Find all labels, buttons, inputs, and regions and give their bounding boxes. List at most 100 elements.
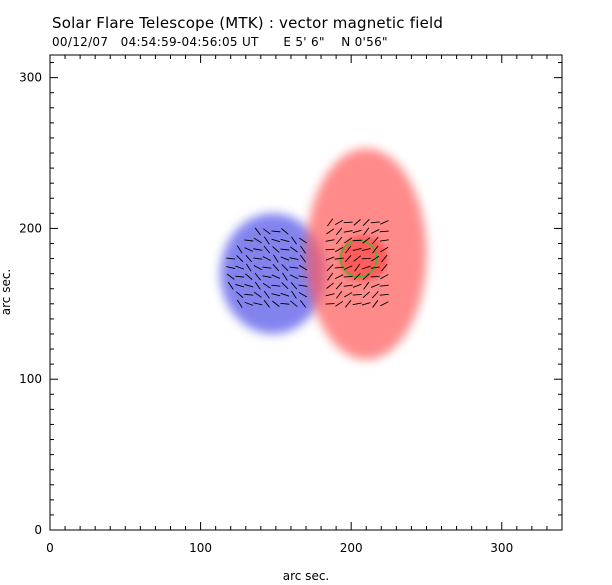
field-vector-104 [352,283,362,288]
field-vector-7 [235,284,245,288]
field-vector-36 [263,236,270,245]
region-negative-1 [220,213,326,334]
field-vector-91 [335,219,344,226]
x-tick-label-100: 100 [189,541,212,555]
field-vector-15 [245,273,253,280]
field-vector-29 [263,299,270,308]
field-vector-99 [344,237,353,244]
field-vector-116 [361,265,371,270]
field-vector-124 [370,283,380,288]
field-vector-106 [354,263,361,272]
field-vector-43 [273,254,279,263]
y-tick-label-200: 200 [19,221,42,235]
x-tick-label-300: 300 [490,541,513,555]
chart-title: Solar Flare Telescope (MTK) : vector mag… [52,14,444,32]
field-vector-120 [363,227,370,236]
field-vector-32 [262,275,272,278]
field-vector-64 [299,299,307,308]
field-vector-87 [334,257,344,260]
field-vector-137 [381,254,388,263]
field-vector-1 [227,281,234,290]
field-vector-25 [253,257,263,260]
field-vector-82 [335,300,344,307]
field-vector-107 [353,255,361,262]
field-vector-69 [299,254,307,263]
field-vector-74 [326,282,334,289]
field-vector-81 [327,218,334,227]
field-vector-93 [344,292,353,298]
x-axis-label: arc sec. [283,569,329,583]
field-vector-110 [352,229,362,234]
field-vector-63 [291,236,297,245]
field-vector-139 [379,239,389,242]
field-vector-18 [244,247,254,252]
field-vector-130 [371,229,380,234]
field-vector-77 [325,256,335,261]
field-vector-30 [263,290,270,299]
field-vector-59 [289,274,299,280]
field-vector-39 [271,293,281,297]
field-vector-88 [334,246,344,253]
field-vector-128 [372,245,379,254]
field-vector-33 [262,266,272,269]
x-tick-label-0: 0 [46,541,54,555]
field-vector-35 [263,245,271,254]
field-vector-123 [371,291,379,299]
field-vector-92 [345,300,352,308]
field-vector-50 [282,272,288,281]
field-vector-40 [271,284,281,287]
field-vector-141 [380,220,389,225]
field-vector-98 [345,245,352,254]
field-vector-136 [381,263,388,272]
field-vector-55 [281,228,289,235]
y-tick-label-300: 300 [19,71,42,85]
field-vector-97 [344,254,352,263]
field-vector-53 [280,248,290,251]
field-vector-127 [371,255,380,262]
field-vector-31 [262,282,271,289]
field-vector-23 [254,272,261,281]
field-vector-11 [236,245,243,254]
field-vector-65 [298,292,308,298]
field-vector-3 [226,266,236,270]
field-vector-133 [379,293,389,296]
field-vector-102 [352,302,362,306]
field-vector-101 [343,221,353,224]
field-vector-42 [272,263,280,272]
field-vector-37 [263,228,271,235]
field-vector-103 [352,294,362,296]
field-vector-54 [280,238,290,243]
field-vector-129 [371,236,379,245]
field-vector-9 [235,265,245,270]
field-vector-61 [289,257,299,260]
field-vector-115 [362,273,370,281]
field-vector-135 [380,274,389,280]
field-vector-10 [236,255,244,263]
field-vector-4 [226,257,236,260]
field-vector-94 [343,284,353,287]
field-vector-12 [244,301,254,306]
y-axis-label: arc sec. [0,269,13,315]
field-vector-45 [271,238,281,243]
field-vector-89 [335,236,343,245]
field-vector-28 [254,227,261,236]
field-vector-131 [370,221,380,224]
field-vector-5 [236,299,243,308]
field-vector-62 [290,246,298,253]
field-vector-118 [361,248,371,251]
field-vector-75 [327,272,334,281]
field-vector-34 [262,256,272,262]
field-vector-67 [298,275,308,278]
field-vector-121 [362,218,370,226]
field-vector-58 [290,281,298,290]
field-vector-76 [326,264,334,272]
field-vector-20 [253,302,263,306]
field-vector-19 [244,239,254,242]
field-vector-49 [281,282,289,290]
field-vector-26 [253,248,263,251]
field-vector-56 [290,300,298,308]
field-vector-112 [361,302,371,306]
field-vector-60 [289,266,299,269]
field-vector-119 [362,237,371,244]
